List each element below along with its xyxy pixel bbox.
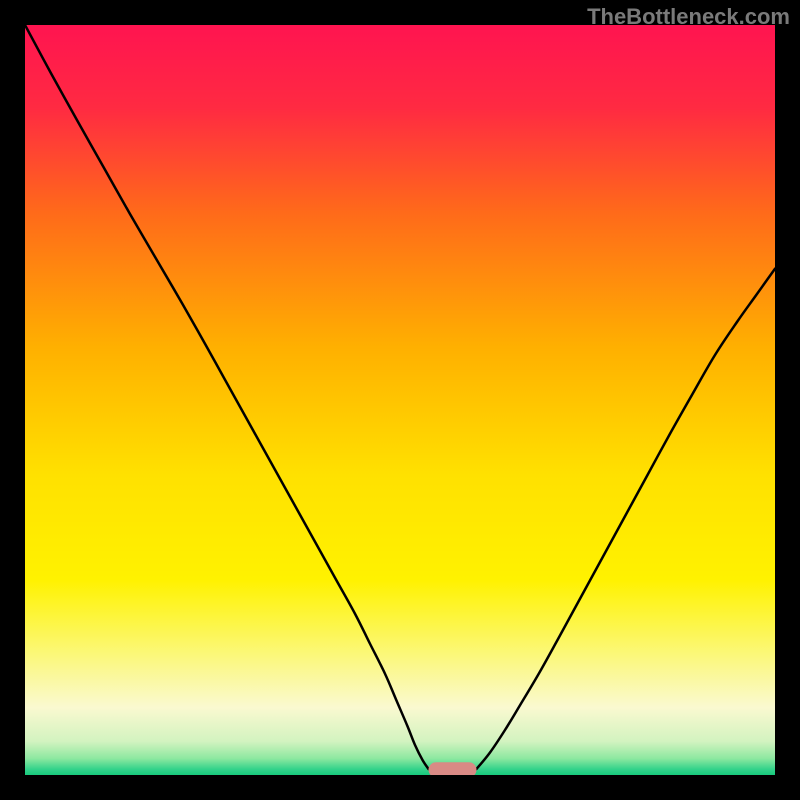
plot-area: [25, 25, 775, 775]
chart-container: TheBottleneck.com: [0, 0, 800, 800]
bottom-marker: [429, 762, 477, 775]
plot-svg: [25, 25, 775, 775]
gradient-background: [25, 25, 775, 775]
watermark-text: TheBottleneck.com: [587, 4, 790, 30]
